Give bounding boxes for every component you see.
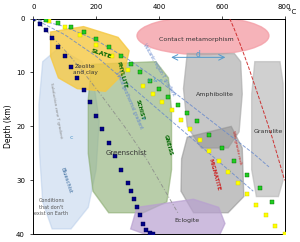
Text: c: c	[69, 135, 73, 140]
Polygon shape	[252, 62, 284, 197]
Text: PHYLLITE: PHYLLITE	[116, 61, 128, 89]
Text: Wet granite melt: Wet granite melt	[231, 131, 242, 165]
Text: Typical geothermal gradient: Typical geothermal gradient	[114, 69, 143, 130]
Text: SCHIST: SCHIST	[135, 99, 145, 121]
Polygon shape	[51, 27, 129, 91]
Text: Subduction zone T gradient: Subduction zone T gradient	[49, 82, 63, 138]
Polygon shape	[184, 53, 242, 148]
Text: Greenschist: Greenschist	[105, 150, 147, 156]
Text: °​C: °​C	[288, 9, 296, 15]
Text: Amphibolite: Amphibolite	[196, 91, 234, 97]
Polygon shape	[131, 199, 225, 237]
Text: Conditions
that don't
exist on Earth: Conditions that don't exist on Earth	[34, 198, 69, 216]
Text: SLATE: SLATE	[90, 48, 112, 59]
Polygon shape	[88, 62, 172, 213]
Text: a: a	[141, 116, 145, 121]
Text: Blueschist: Blueschist	[60, 167, 73, 194]
Text: b & e: b & e	[148, 78, 162, 83]
Text: d: d	[196, 50, 201, 59]
Y-axis label: Depth (km): Depth (km)	[4, 105, 13, 148]
Text: Granulite: Granulite	[254, 129, 283, 134]
Polygon shape	[181, 126, 244, 213]
Text: Volcanic region T gradient: Volcanic region T gradient	[142, 43, 176, 97]
Text: Contact metamorphism: Contact metamorphism	[159, 37, 234, 42]
Polygon shape	[39, 48, 99, 229]
Text: Eclogite: Eclogite	[175, 218, 200, 223]
Text: GNEISS: GNEISS	[163, 134, 174, 157]
Text: Zeolite
and clay: Zeolite and clay	[73, 64, 98, 75]
Ellipse shape	[137, 17, 269, 55]
Text: MIGMATITE: MIGMATITE	[207, 158, 221, 192]
